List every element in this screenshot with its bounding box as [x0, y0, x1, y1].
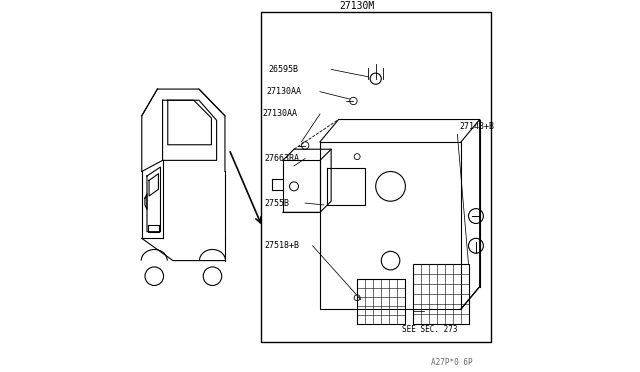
- Text: 27518+B: 27518+B: [264, 241, 300, 250]
- Text: 27148+B: 27148+B: [460, 122, 494, 131]
- Text: 27130M: 27130M: [339, 1, 375, 11]
- Bar: [260, 12, 491, 342]
- Bar: [413, 264, 468, 324]
- Text: 27130AA: 27130AA: [262, 109, 298, 118]
- Text: A27P*0 6P: A27P*0 6P: [431, 358, 473, 367]
- Text: 2755B: 2755B: [264, 199, 289, 208]
- Bar: [357, 279, 405, 324]
- Text: 27130AA: 27130AA: [266, 87, 301, 96]
- Text: SEE SEC. 273: SEE SEC. 273: [402, 325, 457, 334]
- Text: 26595B: 26595B: [268, 65, 298, 74]
- Text: 27663RA: 27663RA: [264, 154, 300, 163]
